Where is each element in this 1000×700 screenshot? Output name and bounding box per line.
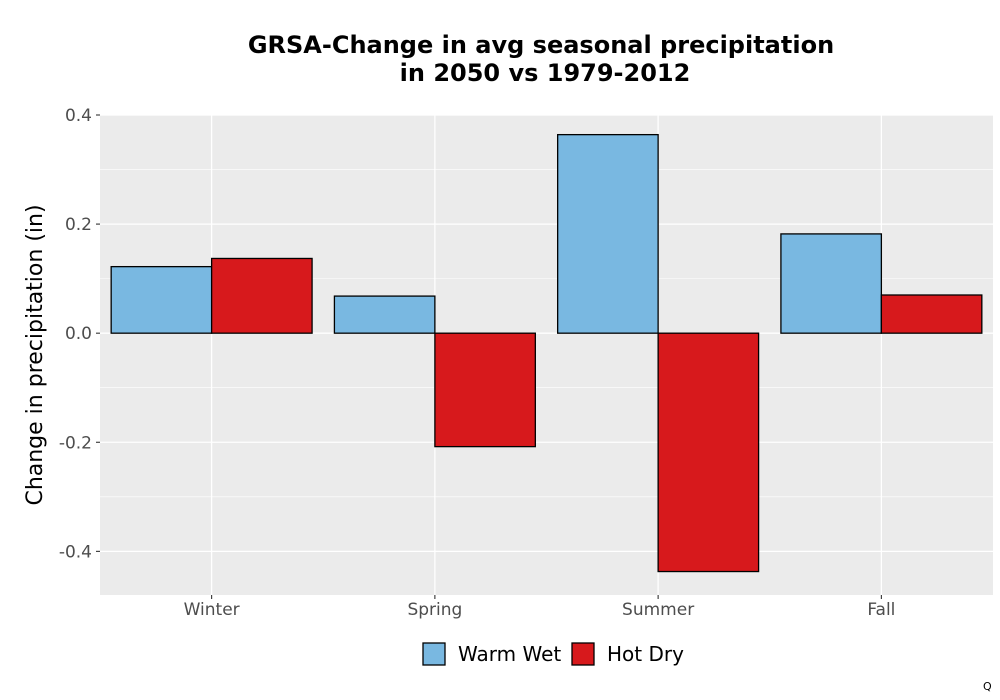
x-tick-label: Fall (867, 600, 895, 620)
corner-mark: Q (983, 680, 992, 693)
legend-key (422, 642, 446, 666)
bar-spring-hot-dry (434, 332, 536, 448)
chart-title-line-1: GRSA-Change in avg seasonal precipitatio… (248, 31, 834, 59)
bar-fall-warm-wet (780, 233, 883, 334)
legend-label: Warm Wet (458, 642, 561, 666)
bar-winter-hot-dry (210, 257, 313, 334)
x-axis-ticks: Winter Spring Summer Fall (184, 595, 895, 620)
y-tick-label: 0.2 (65, 215, 92, 235)
bar-fall-hot-dry (880, 294, 983, 334)
bar-winter-warm-wet (110, 265, 213, 334)
legend: Warm Wet Hot Dry (422, 642, 684, 666)
y-tick-label: 0.0 (65, 324, 92, 344)
x-tick-label: Winter (184, 600, 240, 620)
bars (110, 133, 983, 573)
legend-key (571, 642, 595, 666)
bar-summer-hot-dry (657, 332, 760, 573)
bar-summer-warm-wet (557, 133, 659, 334)
bar-spring-warm-wet (333, 295, 436, 334)
y-axis-label: Change in precipitation (in) (23, 204, 48, 505)
legend-label: Hot Dry (607, 642, 684, 666)
x-tick-label: Summer (622, 600, 694, 620)
y-axis-ticks: -0.4 -0.2 0.0 0.2 0.4 (59, 106, 100, 562)
y-tick-label: 0.4 (65, 106, 92, 126)
x-tick-label: Spring (407, 600, 462, 620)
y-tick-label: -0.4 (59, 542, 92, 562)
plot-panel (100, 115, 993, 595)
y-tick-label: -0.2 (59, 433, 92, 453)
chart-title-line-2: in 2050 vs 1979-2012 (400, 59, 691, 87)
